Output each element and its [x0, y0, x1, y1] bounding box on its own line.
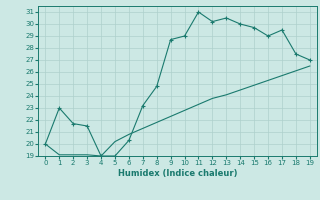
X-axis label: Humidex (Indice chaleur): Humidex (Indice chaleur)	[118, 169, 237, 178]
